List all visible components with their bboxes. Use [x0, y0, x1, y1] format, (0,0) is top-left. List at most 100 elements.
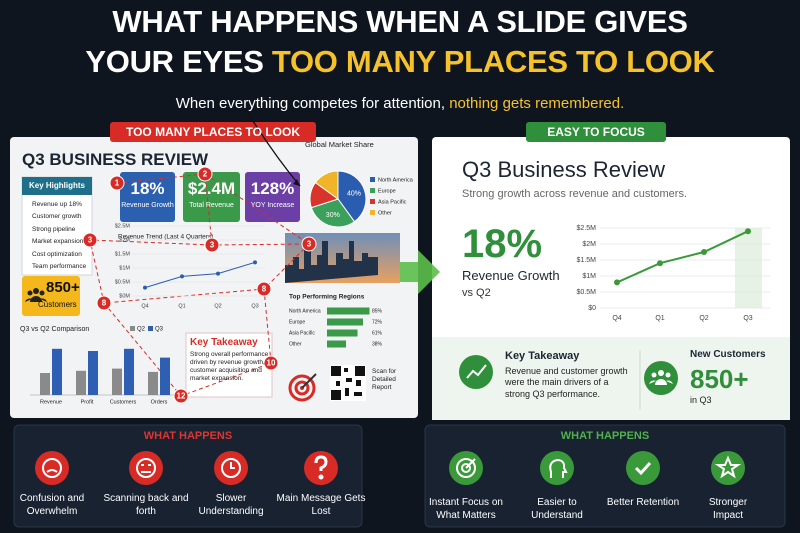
x-tick-label: Q1 — [178, 303, 185, 309]
x-tick-label: Q1 — [655, 315, 664, 322]
kpi-box — [245, 172, 300, 222]
bar — [327, 307, 370, 315]
people-icon — [644, 361, 678, 395]
customers-title: New Customers — [690, 349, 766, 360]
customers-value: 850+ — [690, 364, 749, 394]
marker-number: 12 — [177, 392, 186, 401]
marker-number: 1 — [115, 179, 120, 188]
value-label: 61% — [372, 330, 383, 336]
subtitle-text: When everything competes for attention, — [175, 95, 446, 112]
bar — [40, 373, 50, 395]
problem-label: Confusion and Overwhelm — [19, 493, 85, 517]
metric-label: Revenue Growth — [462, 268, 560, 283]
pie-slice — [310, 198, 356, 228]
marker-number: 10 — [267, 359, 276, 368]
takeaway-text: Revenue and customer growth were the mai… — [505, 366, 628, 399]
benefit-icons — [449, 451, 745, 485]
city-skyline — [285, 241, 378, 283]
subtitle: When everything competes for attention, … — [0, 95, 800, 112]
legend-swatch — [130, 326, 135, 331]
bar — [124, 348, 134, 395]
bar — [112, 368, 122, 395]
legend-label: Q3 — [155, 327, 164, 333]
y-tick-label: $1.5M — [577, 257, 597, 264]
badge: EASY TO FOCUS — [547, 125, 645, 139]
y-tick-label: $2.5M — [115, 223, 131, 229]
highlight-item: Market expansion — [32, 238, 84, 246]
legend-label: Q2 — [137, 327, 146, 333]
kpi-value: 128% — [250, 179, 295, 198]
highlight-item: Strong pipeline — [32, 225, 76, 233]
x-tick-label: Q4 — [141, 303, 148, 309]
legend-label: North America — [378, 177, 414, 183]
pointer-arrow — [239, 99, 301, 187]
point — [701, 249, 707, 255]
y-tick-label: $2.5M — [577, 225, 597, 232]
legend-swatch — [370, 188, 375, 193]
slide-title: Q3 Business Review — [462, 157, 665, 182]
x-tick-label: Orders — [151, 399, 168, 405]
people-icon — [25, 288, 47, 302]
y-tick-label: $1M — [582, 273, 596, 280]
benefit-label: Stronger Impact — [708, 497, 748, 521]
point — [143, 285, 147, 290]
pie-label: 30% — [326, 212, 340, 219]
bar — [327, 329, 358, 337]
badge-bg — [526, 122, 666, 142]
legend-swatch — [370, 210, 375, 215]
takeaway-text: Strong overall performance driven by rev… — [190, 351, 269, 383]
legend-label: Asia Pacific — [378, 199, 407, 205]
marker-number: 8 — [102, 299, 107, 308]
benefit-label: Better Retention — [606, 497, 680, 508]
bar — [76, 370, 86, 395]
marker — [263, 355, 279, 371]
highlight-item: Team performance — [32, 263, 87, 271]
kpi-value: 18% — [130, 179, 165, 198]
point — [216, 271, 220, 276]
marker — [197, 166, 213, 182]
problem-icons — [35, 451, 338, 485]
eye-path — [89, 173, 311, 397]
region-label: Other — [289, 341, 302, 347]
marker — [256, 281, 272, 297]
legend-label: Other — [378, 210, 392, 216]
bar — [327, 318, 363, 326]
x-tick-label: Revenue — [40, 399, 62, 405]
marker — [173, 388, 189, 404]
y-tick-label: $0.5M — [577, 289, 597, 296]
value-label: 85% — [372, 308, 383, 314]
pointer-head — [293, 179, 300, 186]
marker — [301, 236, 317, 252]
x-tick-label: Profit — [81, 399, 94, 405]
highlight-item: Customer growth — [32, 213, 82, 221]
marker — [96, 295, 112, 311]
takeaway-title: Key Takeaway — [190, 337, 258, 348]
kpi-label: Revenue Growth — [121, 202, 174, 209]
takeaway-box — [185, 332, 273, 398]
y-tick-label: $1M — [119, 265, 130, 271]
x-tick-label: Q3 — [251, 303, 258, 309]
x-tick-label: Q4 — [612, 315, 621, 322]
y-tick-label: $0M — [119, 293, 130, 299]
point — [180, 274, 184, 279]
point — [253, 260, 257, 265]
qr-code — [330, 365, 366, 401]
customers-note: in Q3 — [690, 395, 712, 405]
y-tick-label: $2M — [119, 237, 130, 243]
customers-label: Customers — [38, 300, 77, 309]
chart-title: Revenue Trend (Last 4 Quarters) — [118, 234, 213, 241]
target-icon — [288, 373, 317, 402]
title-line: YOUR EYES TOO MANY PLACES TO LOOK — [0, 44, 800, 80]
highlights-header — [22, 177, 92, 195]
y-tick-label: $0 — [588, 305, 596, 312]
region-label: Europe — [289, 319, 305, 325]
legend-swatch — [370, 199, 375, 204]
y-tick-label: $1.5M — [115, 251, 131, 257]
trend-line — [616, 230, 749, 284]
marker-number: 2 — [203, 170, 208, 179]
marker-number: 3 — [88, 236, 93, 245]
kpi-value: $2.4M — [187, 179, 236, 198]
takeaway-title: Key Takeaway — [505, 350, 580, 362]
legend-swatch — [370, 177, 375, 182]
